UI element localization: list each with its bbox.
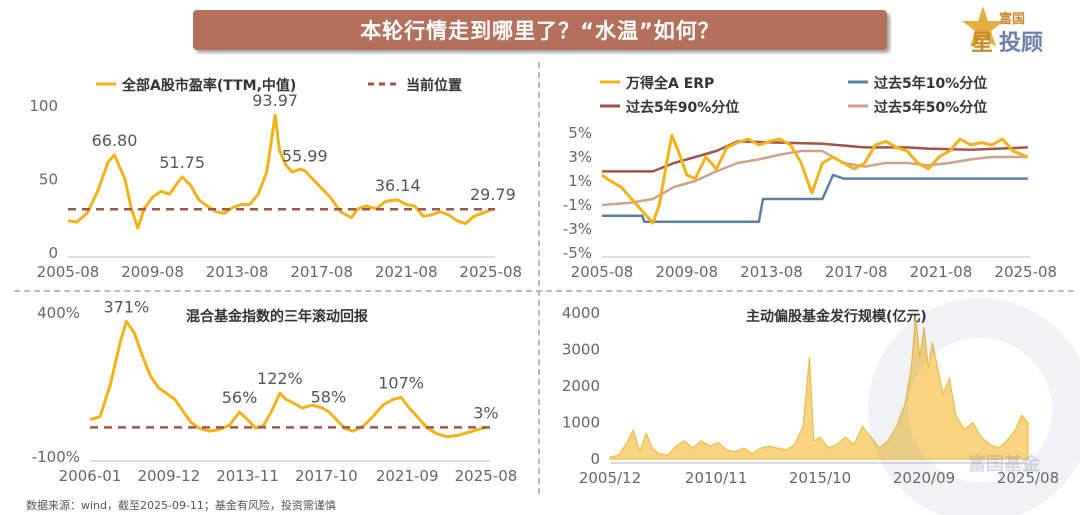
erp-legend: 万得全A ERP 过去5年10%分位 过去5年90%分位 过去5年50%分位 <box>600 75 987 116</box>
logo-small-text: 富国 <box>999 11 1025 27</box>
pe-legend-label: 全部A股市盈率(TTM,中值) <box>121 77 296 94</box>
x-tick-label: 2009-08 <box>655 263 718 281</box>
legend-p10-label: 过去5年10%分位 <box>874 75 987 92</box>
x-tick-label: 2005-08 <box>571 263 634 281</box>
data-label: 93.97 <box>252 91 298 110</box>
y-tick-label: -100% <box>32 448 80 466</box>
issuance-area <box>609 316 1029 460</box>
panel-divider-horizontal <box>14 290 1074 292</box>
x-tick-label: 2025/08 <box>997 469 1059 487</box>
y-tick-label: 3000 <box>562 341 600 359</box>
y-tick-label: 0 <box>48 244 58 262</box>
erp-chart: 万得全A ERP 过去5年10%分位 过去5年90%分位 过去5年50%分位 -… <box>563 75 1057 281</box>
x-tick-label: 2020/09 <box>893 469 955 487</box>
x-tick-label: 2015/10 <box>789 469 851 487</box>
erp-series-line <box>601 133 1029 225</box>
data-label: 29.79 <box>470 185 516 204</box>
x-tick-label: 2017-10 <box>295 467 358 485</box>
x-tick-label: 2017-08 <box>825 263 888 281</box>
y-tick-label: 5% <box>568 124 592 142</box>
star-icon <box>962 6 1004 47</box>
y-tick-label: 2000 <box>562 377 600 395</box>
y-tick-label: 400% <box>37 304 80 322</box>
ref-legend-label: 当前位置 <box>406 77 462 94</box>
legend-p90-label: 过去5年90%分位 <box>626 99 739 116</box>
fuguo-xing-touguo-logo: 富国 星 投顾 <box>962 6 1043 56</box>
mixed-fund-return-chart: 混合基金指数的三年滚动回报 -100% 400% 2006-01 2009-12 201… <box>32 297 518 485</box>
y-tick-label: 100 <box>29 97 58 115</box>
y-tick-label: 1000 <box>562 414 600 432</box>
data-label: 56% <box>222 388 258 407</box>
y-tick-label: -3% <box>563 220 592 238</box>
mixed-chart-title: 混合基金指数的三年滚动回报 <box>186 308 368 325</box>
x-tick-label: 2021-08 <box>910 263 973 281</box>
pe-chart: 全部A股市盈率(TTM,中值) 当前位置 0 50 100 2005-08 2009-0… <box>29 77 522 281</box>
x-tick-label: 2013-11 <box>216 467 279 485</box>
y-tick-label: 1% <box>568 172 592 190</box>
legend-p50-label: 过去5年50%分位 <box>874 99 987 116</box>
pe-legend: 全部A股市盈率(TTM,中值) 当前位置 <box>96 77 462 94</box>
x-tick-label: 2021-08 <box>375 263 438 281</box>
fund-issuance-chart: 主动偏股基金发行规模(亿元) 0 1000 2000 3000 4000 2005/12 2… <box>562 304 1059 487</box>
x-tick-label: 2025-08 <box>994 263 1057 281</box>
source-footnote: 数据来源：wind，截至2025-09-11；基金有风险，投资需谨慎 <box>26 499 336 512</box>
y-tick-label: -5% <box>563 244 592 262</box>
x-tick-label: 2009-12 <box>137 467 200 485</box>
data-label: 58% <box>311 387 347 406</box>
pe-series-line <box>67 113 494 230</box>
mixed-series-line <box>89 319 487 439</box>
x-tick-label: 2005/12 <box>579 469 641 487</box>
y-tick-label: 0 <box>590 450 600 468</box>
x-tick-label: 2009-08 <box>121 263 184 281</box>
page-title: 本轮行情走到哪里了？“水温”如何？ <box>193 10 887 50</box>
legend-erp-label: 万得全A ERP <box>625 75 714 92</box>
y-tick-label: 4000 <box>562 304 600 322</box>
x-tick-label: 2025-08 <box>455 467 518 485</box>
y-tick-label: -1% <box>563 196 592 214</box>
data-label: 122% <box>257 369 303 388</box>
data-label: 3% <box>473 403 498 422</box>
panel-divider-vertical <box>538 62 540 494</box>
x-tick-label: 2005-08 <box>37 263 100 281</box>
logo-big-text-2: 投顾 <box>999 31 1043 56</box>
p10-series-line <box>602 173 1028 224</box>
x-tick-label: 2013-08 <box>740 263 803 281</box>
p50-series-line <box>601 149 1028 207</box>
y-tick-label: 3% <box>568 148 592 166</box>
x-tick-label: 2017-08 <box>290 263 353 281</box>
x-tick-label: 2006-01 <box>59 467 122 485</box>
data-label: 36.14 <box>375 176 421 195</box>
data-label: 66.80 <box>92 131 138 150</box>
x-tick-label: 2021-09 <box>376 467 439 485</box>
logo-big-text-1: 星 <box>971 31 993 56</box>
data-label: 55.99 <box>282 147 328 166</box>
data-label: 51.75 <box>159 153 205 172</box>
issuance-chart-title: 主动偏股基金发行规模(亿元) <box>746 308 927 325</box>
data-label: 107% <box>378 373 424 392</box>
x-tick-label: 2010/11 <box>685 469 747 487</box>
x-tick-label: 2025-08 <box>459 263 522 281</box>
p90-series-line <box>602 140 1028 173</box>
data-label: 371% <box>103 297 149 316</box>
y-tick-label: 50 <box>39 171 58 189</box>
x-tick-label: 2013-08 <box>206 263 269 281</box>
